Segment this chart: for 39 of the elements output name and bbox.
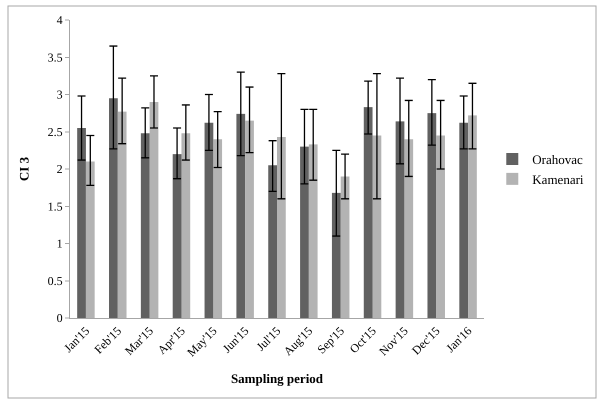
bar [277,136,286,318]
y-tick-label: 0.5 [48,274,63,288]
legend-label: Kamenari [532,172,584,187]
bar [332,192,341,318]
y-axis-title: CI 3 [16,156,32,182]
bar [77,128,86,318]
bar [213,139,222,318]
x-axis-title: Sampling period [230,370,324,386]
bar [427,113,436,318]
legend-label: Orahovac [532,152,584,168]
bar [150,102,158,318]
bar [436,135,445,318]
bar [268,165,277,318]
y-tick-label: 4 [56,13,63,28]
bar [404,139,414,318]
y-tick-label: 2.5 [48,124,63,139]
bar [109,98,118,318]
bar [396,121,404,318]
bar [236,114,246,318]
y-tick-label: 3.5 [48,50,63,64]
bar [245,120,254,318]
y-tick-label: 1.5 [48,199,63,214]
bar [308,144,318,318]
bar [181,133,190,318]
bar [364,107,373,318]
bar [140,133,150,318]
y-tick-label: 3 [56,88,63,102]
y-tick-label: 2 [56,162,63,176]
bar [468,115,477,318]
bar [300,146,309,318]
bar [459,122,468,318]
bar [340,176,350,318]
y-tick-label: 1 [56,236,63,251]
bar [172,154,182,318]
bar [86,162,95,318]
bar [372,135,382,318]
bar [204,122,214,318]
y-tick-label: 0 [56,311,63,326]
bar [118,112,127,318]
